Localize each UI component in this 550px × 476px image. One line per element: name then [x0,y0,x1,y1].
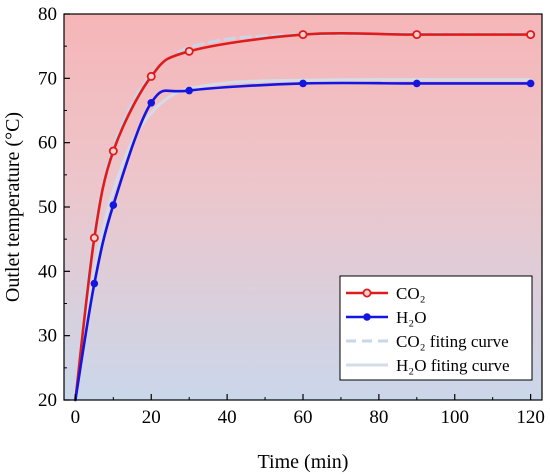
h2o-data-point [90,279,99,288]
legend: CO₂ H₂O CO₂ fiting curve H₂O fiting curve [339,275,533,381]
co2-data-point [89,233,99,243]
x-tick-label: 0 [71,407,81,428]
x-tick-label: 80 [369,407,388,428]
co2-data-point [412,30,422,40]
co2-data-point [526,30,536,40]
y-tick-label: 70 [38,68,57,89]
y-tick-label: 80 [38,4,57,25]
h2o-data-point [147,98,156,107]
legend-items: CO₂ H₂O CO₂ fiting curve H₂O fiting curve [346,284,510,375]
legend-swatch-marker [362,288,372,298]
x-tick-label: 20 [142,407,161,428]
series-layer [73,30,536,402]
legend-label: CO₂ [396,284,426,303]
legend-label: CO₂ fiting curve [396,332,509,351]
x-tick-label: 40 [218,407,237,428]
y-axis-title: Outlet temperature (°C) [2,112,24,302]
y-tick-label: 60 [38,133,57,154]
x-tick-label: 120 [516,407,545,428]
y-tick-label: 20 [38,390,57,411]
legend-label: H₂O fiting curve [396,356,510,375]
co2-data-point [108,146,118,156]
h2o-data-point [413,79,421,88]
co2-data-point [184,46,194,56]
x-tick-label: 100 [440,407,469,428]
y-tick-label: 40 [38,261,57,282]
x-axis-title: Time (min) [258,451,349,473]
co2-data-point [298,30,308,40]
legend-label: H₂O [396,308,426,327]
y-tick-label: 30 [38,326,57,347]
h2o-data-point [299,79,307,88]
ticks-layer: 0 20 40 60 80 100 120 20 30 40 50 60 70 80 [38,4,545,428]
x-tick-label: 60 [294,407,313,428]
h2o-data-point [526,79,535,88]
y-tick-label: 50 [38,197,57,218]
h2o-data-point [109,201,118,209]
co2-data-point [146,71,156,81]
legend-swatch-marker [363,313,371,321]
series-line-3 [73,78,533,396]
h2o-data-point [185,86,193,95]
